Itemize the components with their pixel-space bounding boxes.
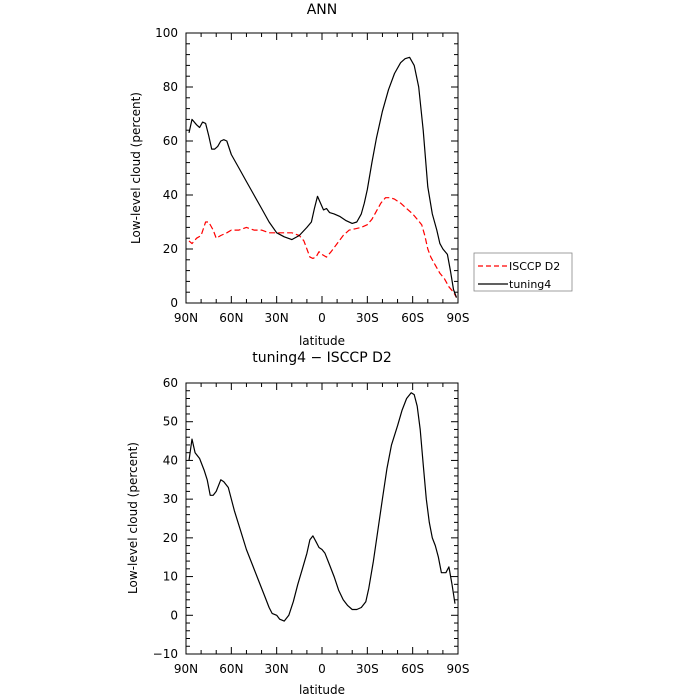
y-tick-label: 0 bbox=[170, 608, 178, 622]
legend-label-tuning4: tuning4 bbox=[509, 278, 551, 291]
legend: ISCCP D2 tuning4 bbox=[473, 252, 573, 292]
series-line-tuning4 bbox=[188, 56, 458, 298]
series-line-isccp-d2 bbox=[188, 197, 458, 298]
plot-frame bbox=[185, 382, 459, 655]
x-tick-label: 60S bbox=[401, 311, 424, 325]
x-tick-label: 60N bbox=[219, 662, 243, 676]
x-tick-label: 30S bbox=[356, 311, 379, 325]
legend-box bbox=[473, 252, 573, 292]
x-tick-label: 30S bbox=[356, 662, 379, 676]
x-tick-label: 90S bbox=[447, 662, 470, 676]
chart-title: ANN bbox=[307, 2, 338, 18]
tick-marks bbox=[185, 382, 459, 655]
panel-difference: tuning4 − ISCCP D2 −10 0 10 20 30 40 50 60 90N 6… bbox=[126, 350, 469, 697]
legend-label-isccp: ISCCP D2 bbox=[509, 260, 560, 273]
x-tick-label: 0 bbox=[318, 662, 326, 676]
y-tick-label: 60 bbox=[163, 134, 178, 148]
y-tick-label: 20 bbox=[163, 531, 178, 545]
plot-frame bbox=[185, 32, 459, 304]
x-tick-labels: 90N 60N 30N 0 30S 60S 90S bbox=[174, 662, 470, 676]
series-group bbox=[188, 56, 458, 298]
y-tick-label: 50 bbox=[163, 415, 178, 429]
y-tick-label: 80 bbox=[163, 80, 178, 94]
x-tick-labels: 90N 60N 30N 0 30S 60S 90S bbox=[174, 311, 470, 325]
x-tick-label: 90S bbox=[447, 311, 470, 325]
y-tick-label: −10 bbox=[153, 647, 178, 661]
y-tick-label: 40 bbox=[163, 188, 178, 202]
y-tick-labels: −10 0 10 20 30 40 50 60 bbox=[153, 376, 178, 661]
y-axis-label: Low-level cloud (percent) bbox=[126, 442, 140, 594]
x-tick-label: 30N bbox=[265, 311, 289, 325]
x-tick-label: 60N bbox=[219, 311, 243, 325]
y-tick-label: 100 bbox=[155, 26, 178, 40]
x-axis-label: latitude bbox=[299, 683, 345, 697]
x-tick-label: 90N bbox=[174, 311, 198, 325]
panel-annual-mean: ANN 0 20 40 60 80 100 90N 60N 30N 0 30S 60S 90S Low… bbox=[129, 2, 573, 348]
y-tick-labels: 0 20 40 60 80 100 bbox=[155, 26, 178, 310]
y-tick-label: 20 bbox=[163, 242, 178, 256]
x-tick-label: 30N bbox=[265, 662, 289, 676]
x-tick-label: 0 bbox=[318, 311, 326, 325]
x-tick-label: 90N bbox=[174, 662, 198, 676]
tick-marks bbox=[185, 32, 459, 304]
y-tick-label: 10 bbox=[163, 570, 178, 584]
chart-title: tuning4 − ISCCP D2 bbox=[252, 350, 392, 366]
y-tick-label: 40 bbox=[163, 453, 178, 467]
x-tick-label: 60S bbox=[401, 662, 424, 676]
y-tick-label: 0 bbox=[170, 296, 178, 310]
x-axis-label: latitude bbox=[299, 334, 345, 348]
y-tick-label: 30 bbox=[163, 492, 178, 506]
y-axis-label: Low-level cloud (percent) bbox=[129, 92, 143, 244]
series-line-difference bbox=[188, 392, 456, 622]
y-tick-label: 60 bbox=[163, 376, 178, 390]
series-group bbox=[188, 392, 456, 622]
